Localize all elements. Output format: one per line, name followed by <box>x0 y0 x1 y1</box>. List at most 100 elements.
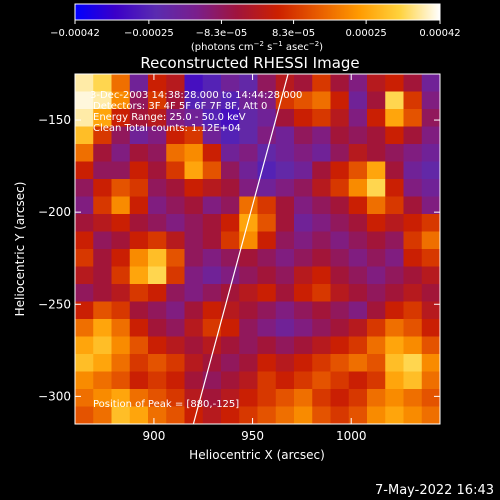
heatmap-cell <box>166 266 186 285</box>
heatmap-cell <box>367 231 386 250</box>
heatmap-cell <box>93 301 113 320</box>
heatmap-cell <box>294 214 313 233</box>
heatmap-cell <box>93 109 113 128</box>
heatmap-cell <box>239 336 259 355</box>
heatmap-cell <box>166 301 186 320</box>
heatmap-cell <box>221 389 240 408</box>
heatmap-cell <box>184 354 204 373</box>
heatmap-cell <box>184 284 204 303</box>
heatmap-cell <box>111 231 131 250</box>
heatmap-cell <box>93 214 113 233</box>
colorbar-tick-label: 0.00042 <box>419 28 460 39</box>
heatmap-cell <box>166 231 186 250</box>
heatmap-cell <box>275 336 295 355</box>
heatmap-cell <box>93 144 113 163</box>
heatmap-cell <box>257 266 277 285</box>
heatmap-cell <box>367 266 386 285</box>
heatmap-cell <box>202 389 222 408</box>
heatmap-cell <box>294 301 313 320</box>
heatmap-cell <box>111 284 131 303</box>
heatmap-cell <box>166 126 186 145</box>
heatmap-cell <box>385 266 405 285</box>
heatmap-cell <box>202 354 222 373</box>
heatmap-cell <box>312 196 332 215</box>
heatmap-cell <box>202 214 222 233</box>
heatmap-cell <box>184 196 204 215</box>
annotation-energy: Energy Range: 25.0 - 50.0 keV <box>93 112 246 123</box>
heatmap-cell <box>367 371 386 390</box>
heatmap-cell <box>367 161 386 180</box>
heatmap-cell <box>348 406 368 424</box>
heatmap-cell <box>385 91 405 110</box>
heatmap-cell <box>202 161 222 180</box>
heatmap-cell <box>129 109 149 128</box>
heatmap-cell <box>312 249 332 268</box>
heatmap-cell <box>385 354 405 373</box>
heatmap-cell <box>239 126 259 145</box>
colorbar-ticks: −0.00042 −0.00025 −8.3e−05 8.3e−05 0.00025 0.… <box>50 20 461 39</box>
chart-title: Reconstructed RHESSI Image <box>140 54 359 72</box>
heatmap-cell <box>294 144 313 163</box>
heatmap-cell <box>421 109 440 128</box>
heatmap-cell <box>75 354 94 373</box>
heatmap-cell <box>312 214 332 233</box>
heatmap-cell <box>202 319 222 338</box>
heatmap-cell <box>129 161 149 180</box>
heatmap-cell <box>221 249 240 268</box>
heatmap-cell <box>221 266 240 285</box>
heatmap-cell <box>129 266 149 285</box>
heatmap-cell <box>184 179 204 198</box>
heatmap-cell <box>184 126 204 145</box>
heatmap-cell <box>403 336 423 355</box>
heatmap-cell <box>148 319 167 338</box>
heatmap-cell <box>148 126 167 145</box>
heatmap-cell <box>367 196 386 215</box>
heatmap-cell <box>221 196 240 215</box>
x-tick-label: 900 <box>142 429 165 443</box>
heatmap-cell <box>330 301 350 320</box>
heatmap-cell <box>129 196 149 215</box>
heatmap-cell <box>111 389 131 408</box>
heatmap-cell <box>93 91 113 110</box>
heatmap-cell <box>184 266 204 285</box>
heatmap-cell <box>239 266 259 285</box>
heatmap-cell <box>75 179 94 198</box>
heatmap-cell <box>367 319 386 338</box>
heatmap-cell <box>330 126 350 145</box>
heatmap-cell <box>275 354 295 373</box>
heatmap-cell <box>275 161 295 180</box>
heatmap-cell <box>348 284 368 303</box>
heatmap-cell <box>184 319 204 338</box>
heatmap-cell <box>148 74 167 93</box>
heatmap-cell <box>202 144 222 163</box>
x-tick-label: 950 <box>241 429 264 443</box>
heatmap-cell <box>239 196 259 215</box>
heatmap-cell <box>239 301 259 320</box>
heatmap-cell <box>312 231 332 250</box>
colorbar-tick-label: −8.3e−05 <box>196 28 248 39</box>
heatmap-cell <box>275 231 295 250</box>
heatmap-cell <box>421 231 440 250</box>
heatmap-cell <box>403 249 423 268</box>
heatmap-cell <box>184 336 204 355</box>
heatmap-cell <box>75 336 94 355</box>
heatmap-cell <box>75 231 94 250</box>
heatmap-cell <box>202 406 222 424</box>
heatmap-cell <box>93 371 113 390</box>
heatmap-cell <box>166 319 186 338</box>
y-tick-label: −250 <box>38 297 71 311</box>
heatmap-cell <box>421 354 440 373</box>
heatmap-cell <box>239 74 259 93</box>
heatmap-cell <box>129 319 149 338</box>
heatmap-cell <box>257 91 277 110</box>
heatmap-cell <box>257 231 277 250</box>
heatmap-cell <box>75 371 94 390</box>
heatmap-cell <box>129 126 149 145</box>
heatmap-cell <box>421 179 440 198</box>
heatmap-cell <box>184 161 204 180</box>
heatmap-cell <box>75 249 94 268</box>
heatmap-cell <box>312 406 332 424</box>
heatmap-cell <box>294 406 313 424</box>
heatmap-cell <box>421 389 440 408</box>
heatmap-cell <box>275 266 295 285</box>
